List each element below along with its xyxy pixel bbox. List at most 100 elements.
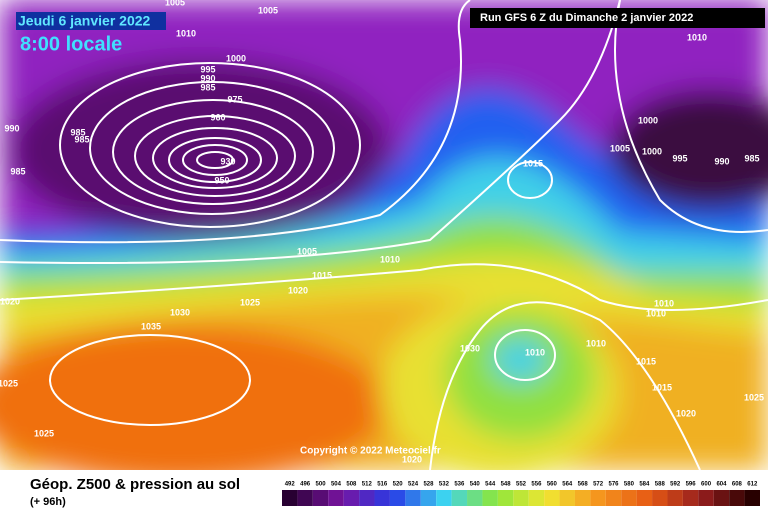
- scale-swatch: [667, 490, 683, 506]
- run-box: [470, 8, 765, 28]
- scale-label: 612: [747, 482, 758, 488]
- scale-label: 528: [423, 482, 434, 488]
- isobar-label: 1020: [288, 285, 308, 295]
- isobar-label: 1020: [402, 454, 422, 464]
- scale-swatch: [359, 490, 375, 506]
- isobar-label: 1000: [642, 146, 662, 156]
- isobar-label: 1010: [586, 338, 606, 348]
- scale-label: 540: [470, 482, 481, 488]
- copyright: Copyright © 2022 Meteociel.fr: [300, 446, 441, 457]
- scale-swatch: [436, 490, 452, 506]
- scale-label: 592: [670, 482, 681, 488]
- isobar-label: 1010: [654, 298, 674, 308]
- isobar-label: 990: [4, 123, 19, 133]
- scale-label: 536: [454, 482, 465, 488]
- isobar-label: 1015: [312, 270, 332, 280]
- isobar-label: 1020: [676, 408, 696, 418]
- scale-swatch: [374, 490, 390, 506]
- isobar-label: 930: [220, 156, 235, 166]
- isobar-label: 1000: [226, 53, 246, 63]
- scale-label: 544: [485, 482, 496, 488]
- isobar-label: 1020: [0, 296, 20, 306]
- scale-label: 564: [562, 482, 573, 488]
- scale-swatch: [636, 490, 653, 506]
- isobar-label: 1015: [652, 382, 672, 392]
- scale-label: 532: [439, 482, 450, 488]
- isobar-label: 1035: [141, 321, 161, 331]
- isobar-label: 985: [74, 134, 89, 144]
- scale-label: 556: [531, 482, 542, 488]
- isobar-label: 995: [672, 153, 687, 163]
- scale-swatch: [513, 490, 529, 506]
- scale-label: 504: [331, 482, 342, 488]
- scale-label: 580: [624, 482, 635, 488]
- scale-swatch: [405, 490, 421, 506]
- isobar-label: 1025: [34, 428, 54, 438]
- scale-label: 568: [578, 482, 589, 488]
- scale-swatch: [698, 490, 714, 506]
- scale-label: 608: [732, 482, 743, 488]
- time: 8:00 locale: [20, 33, 122, 55]
- date-box: [16, 12, 166, 30]
- scale-label: 572: [593, 482, 604, 488]
- isobars: [0, 0, 768, 470]
- isobar-label: 990: [200, 73, 215, 83]
- isobar-label: 1000: [638, 115, 658, 125]
- scale-swatch: [729, 490, 745, 506]
- scale-label: 520: [393, 482, 404, 488]
- isobar-label: 1015: [636, 356, 656, 366]
- scale-label: 560: [547, 482, 558, 488]
- scale-swatch: [482, 490, 498, 506]
- scale-label: 548: [501, 482, 512, 488]
- scale-swatch: [497, 490, 514, 506]
- scale-swatch: [451, 490, 468, 506]
- isobar-label: 950: [214, 175, 229, 185]
- isobar-label: 975: [227, 94, 242, 104]
- isobar-label: 1010: [380, 254, 400, 264]
- isobar-label: 1025: [0, 378, 18, 388]
- scale-swatch: [559, 490, 575, 506]
- scale-swatch: [297, 490, 313, 506]
- scale-label: 604: [716, 482, 727, 488]
- isobar-label: 1005: [258, 5, 278, 15]
- isobar-label: 1005: [610, 143, 630, 153]
- scale-label: 524: [408, 482, 419, 488]
- scale-label: 500: [316, 482, 327, 488]
- scale-label: 588: [655, 482, 666, 488]
- scale-swatch: [605, 490, 622, 506]
- isobar-label: 1005: [297, 246, 317, 256]
- isobar-label: 985: [10, 166, 25, 176]
- scale-label: 508: [346, 482, 357, 488]
- scale-swatch: [328, 490, 344, 506]
- scale-label: 492: [285, 482, 296, 488]
- scale-label: 596: [686, 482, 697, 488]
- scale-swatch: [713, 490, 730, 506]
- scale-swatch: [420, 490, 437, 506]
- scale-swatch: [544, 490, 560, 506]
- scale-label: 576: [609, 482, 620, 488]
- scale-swatch: [682, 490, 699, 506]
- scale-swatch: [590, 490, 606, 506]
- scale-label: 552: [516, 482, 527, 488]
- isobar-label: 1005: [165, 0, 185, 7]
- isobar-label: 1010: [646, 308, 666, 318]
- isobar-label: 1010: [176, 28, 196, 38]
- scale-swatch: [467, 490, 483, 506]
- footer-title: Géop. Z500 & pression au sol: [30, 476, 240, 493]
- scale-swatch: [652, 490, 668, 506]
- isobar-label: 1010: [525, 347, 545, 357]
- isobar-label: 985: [744, 153, 759, 163]
- scale-swatch: [389, 490, 406, 506]
- isobar-label: 1030: [460, 343, 480, 353]
- isobar-label: 1025: [744, 392, 764, 402]
- scale-swatch: [574, 490, 591, 506]
- scale-swatch: [621, 490, 637, 506]
- scale-swatch: [744, 490, 760, 506]
- isobar-label: 990: [714, 156, 729, 166]
- scale-label: 512: [362, 482, 373, 488]
- isobar-label: 1025: [240, 297, 260, 307]
- isobar-label: 1030: [170, 307, 190, 317]
- scale-swatch: [343, 490, 360, 506]
- scale-label: 516: [377, 482, 388, 488]
